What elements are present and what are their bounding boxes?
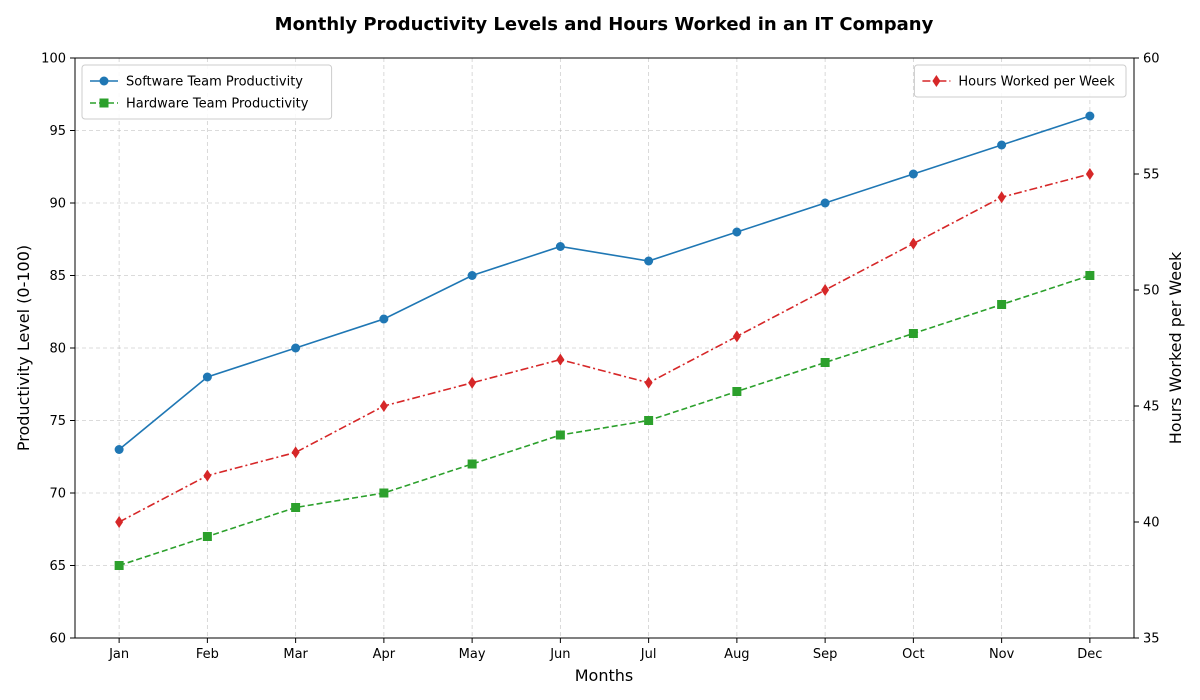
data-point [202, 532, 212, 541]
legend-marker [99, 98, 109, 108]
x-tick-label: Apr [373, 647, 396, 662]
x-tick-label: May [459, 647, 486, 662]
chart-title: Monthly Productivity Levels and Hours Wo… [275, 14, 934, 35]
data-point [997, 300, 1007, 309]
y-axis-title: Productivity Level (0-100) [14, 245, 33, 451]
data-point [202, 372, 212, 382]
legend-layer: Software Team Productivity Hardware Team … [81, 64, 1127, 120]
data-point [908, 329, 918, 338]
data-point [732, 330, 741, 343]
y-tick-label: 95 [49, 124, 66, 139]
plot-frame [74, 57, 1135, 639]
axes-layer: Jan Feb Mar Apr May Jun Jul Aug Sep Oct Nov Dec 60 65… [41, 52, 1159, 663]
series-layer [114, 111, 1095, 570]
data-point [115, 516, 124, 528]
data-point [114, 561, 124, 570]
data-point [203, 469, 212, 482]
x-tick-label: Sep [813, 647, 838, 662]
y2-tick-label: 55 [1143, 168, 1160, 183]
data-point [820, 358, 830, 367]
data-point [644, 416, 654, 425]
data-point [1085, 168, 1094, 180]
legend-box [913, 64, 1127, 98]
legend-label: Hardware Team Productivity [126, 97, 309, 112]
y-tick-label: 75 [49, 414, 66, 429]
legend-top-right: Hours Worked per Week [913, 64, 1127, 98]
data-point [114, 445, 124, 454]
data-point [1085, 111, 1095, 121]
data-point [291, 343, 301, 353]
data-point [820, 198, 830, 208]
data-point [644, 376, 653, 389]
x-tick-label: Nov [989, 647, 1015, 662]
x-tick-label: Aug [724, 647, 749, 662]
data-point [291, 503, 301, 512]
y2-tick-label: 50 [1143, 284, 1160, 299]
x-tick-label: Jun [549, 647, 570, 662]
x-tick-label: Dec [1077, 647, 1102, 662]
x-tick-label: Mar [283, 647, 308, 662]
y2-tick-label: 45 [1143, 400, 1160, 415]
y-tick-label: 90 [49, 197, 66, 212]
y2-tick-label: 40 [1143, 516, 1160, 531]
data-point [732, 387, 742, 396]
data-point [291, 446, 300, 459]
data-point [821, 284, 830, 296]
data-point [468, 376, 477, 389]
y2-axis-title: Hours Worked per Week [1166, 251, 1185, 444]
data-point [379, 400, 388, 412]
data-point [997, 191, 1006, 204]
data-point [556, 353, 565, 366]
y-tick-label: 60 [49, 632, 66, 647]
x-tick-label: Feb [196, 647, 219, 662]
x-tick-label: Jan [108, 647, 129, 662]
legend-top-left: Software Team Productivity Hardware Team … [81, 64, 333, 120]
x-axis-title: Months [575, 666, 633, 685]
data-point [379, 314, 389, 324]
legend-marker [99, 76, 109, 86]
data-point [732, 227, 742, 237]
legend-box [81, 64, 333, 120]
y2-tick-label: 35 [1143, 632, 1160, 647]
series-1 [114, 111, 1095, 454]
data-point [1085, 271, 1095, 280]
data-point [379, 488, 389, 498]
series-line [118, 115, 1091, 451]
data-point [908, 169, 918, 179]
data-point [467, 459, 477, 469]
y-tick-label: 85 [49, 269, 66, 284]
series-line [118, 274, 1091, 567]
data-point [997, 140, 1007, 150]
data-point [467, 271, 477, 280]
x-tick-label: Oct [902, 647, 924, 662]
y2-tick-label: 60 [1143, 52, 1160, 67]
legend-label: Hours Worked per Week [958, 75, 1115, 90]
grid-layer [75, 57, 1134, 639]
data-point [555, 242, 565, 251]
data-point [909, 237, 918, 250]
legend-marker [932, 75, 941, 87]
x-tick-label: Jul [640, 647, 657, 662]
y-tick-label: 100 [41, 52, 66, 67]
data-point [644, 256, 654, 266]
series-3 [115, 168, 1094, 528]
y-tick-label: 70 [49, 487, 66, 502]
legend-label: Software Team Productivity [126, 75, 303, 90]
data-point [555, 430, 565, 440]
series-line [118, 173, 1091, 523]
series-2 [114, 271, 1095, 570]
y-tick-label: 80 [49, 342, 66, 357]
y-tick-label: 65 [49, 559, 66, 574]
